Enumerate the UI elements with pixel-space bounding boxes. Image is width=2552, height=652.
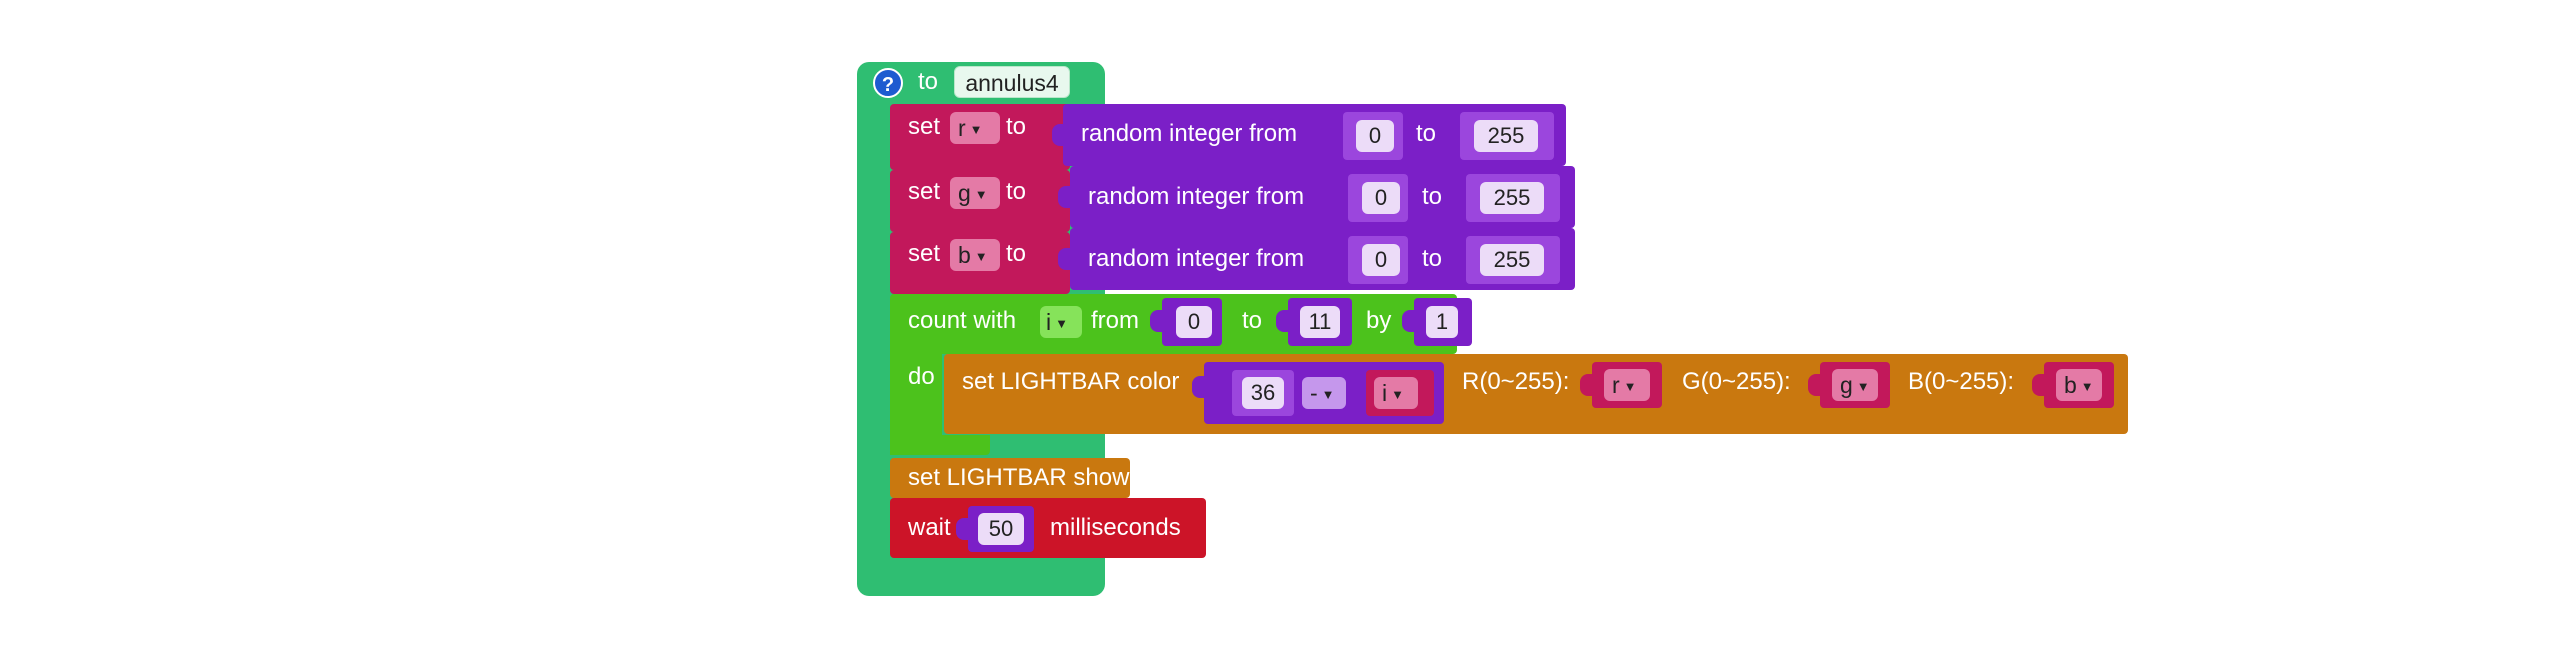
chevron-down-icon: ▼ <box>1055 316 1068 331</box>
random-b-label: random integer from <box>1088 245 1305 272</box>
var-name: i <box>1046 309 1052 335</box>
lightbar-b-label: B(0~255): <box>1908 368 2015 395</box>
count-from-word: from <box>1091 307 1139 334</box>
lightbar-r-var-dropdown[interactable]: r ▼ <box>1604 369 1650 401</box>
random-r-max-value[interactable]: 255 <box>1474 120 1538 152</box>
procedure-keyword: to <box>918 68 939 95</box>
set-r-var-dropdown[interactable]: r ▼ <box>950 112 1000 144</box>
input-notch <box>1808 374 1822 396</box>
set-b-var-dropdown[interactable]: b ▼ <box>950 239 1000 271</box>
chevron-down-icon: ▼ <box>1623 379 1637 394</box>
lightbar-color-block[interactable] <box>944 354 2128 434</box>
wait-label: wait <box>908 514 951 541</box>
count-from-value[interactable]: 0 <box>1176 306 1212 338</box>
input-notch <box>1058 248 1072 270</box>
count-to-value[interactable]: 11 <box>1300 306 1340 338</box>
lightbar-g-label: G(0~255): <box>1682 368 1791 395</box>
input-notch <box>956 518 970 540</box>
random-g-max-value[interactable]: 255 <box>1480 182 1544 214</box>
var-name: g <box>958 180 971 206</box>
random-g-from-value[interactable]: 0 <box>1362 182 1400 214</box>
count-to-word: to <box>1242 307 1263 334</box>
count-by-value[interactable]: 1 <box>1426 306 1458 338</box>
set-b-to: to <box>1006 240 1027 267</box>
chevron-down-icon: ▼ <box>974 187 988 202</box>
count-with-label: count with <box>908 307 1017 334</box>
count-do-word: do <box>908 363 935 390</box>
input-notch <box>1276 310 1290 332</box>
chevron-down-icon: ▼ <box>1856 379 1870 394</box>
count-with-foot <box>890 435 990 455</box>
random-b-from-value[interactable]: 0 <box>1362 244 1400 276</box>
wait-unit: milliseconds <box>1050 514 1181 541</box>
wait-value[interactable]: 50 <box>978 513 1024 545</box>
set-b-label: set <box>908 240 941 267</box>
chevron-down-icon: ▼ <box>969 122 983 137</box>
input-notch <box>1052 124 1066 146</box>
lightbar-g-var-dropdown[interactable]: g ▼ <box>1832 369 1878 401</box>
random-b-max-value[interactable]: 255 <box>1480 244 1544 276</box>
random-r-from-value[interactable]: 0 <box>1356 120 1394 152</box>
var-name: r <box>958 115 966 141</box>
var-name: b <box>958 242 971 268</box>
var-name: b <box>2064 372 2077 398</box>
lightbar-color-label: set LIGHTBAR color <box>962 368 1180 395</box>
count-var-dropdown[interactable]: i ▼ <box>1040 306 1082 338</box>
chevron-down-icon: ▼ <box>1321 387 1335 402</box>
input-notch <box>1058 186 1072 208</box>
set-r-to: to <box>1006 113 1027 140</box>
input-notch <box>2032 374 2046 396</box>
count-by-word: by <box>1366 307 1392 334</box>
set-g-to: to <box>1006 178 1027 205</box>
chevron-down-icon: ▼ <box>1391 387 1404 402</box>
help-icon[interactable]: ? <box>873 68 903 98</box>
minus-left-value[interactable]: 36 <box>1242 377 1284 409</box>
var-name: i <box>1382 380 1388 406</box>
var-name: r <box>1612 372 1620 398</box>
operator-symbol: - <box>1310 380 1318 406</box>
chevron-down-icon: ▼ <box>2080 379 2094 394</box>
input-notch <box>1150 310 1164 332</box>
set-r-label: set <box>908 113 941 140</box>
input-notch <box>1580 374 1594 396</box>
var-name: g <box>1840 372 1853 398</box>
random-b-to-word: to <box>1422 245 1443 272</box>
lightbar-b-var-dropdown[interactable]: b ▼ <box>2056 369 2102 401</box>
random-g-to-word: to <box>1422 183 1443 210</box>
lightbar-r-label: R(0~255): <box>1462 368 1570 395</box>
lightbar-show-label: set LIGHTBAR show <box>908 464 1130 491</box>
lightbar-show-block[interactable] <box>890 458 1130 498</box>
random-r-to-word: to <box>1416 120 1437 147</box>
random-r-label: random integer from <box>1081 120 1298 147</box>
operator-dropdown[interactable]: - ▼ <box>1302 377 1346 409</box>
procedure-name-field[interactable]: annulus4 <box>954 66 1070 98</box>
input-notch <box>1402 310 1416 332</box>
random-g-label: random integer from <box>1088 183 1305 210</box>
minus-right-var-dropdown[interactable]: i ▼ <box>1374 377 1418 409</box>
set-g-var-dropdown[interactable]: g ▼ <box>950 177 1000 209</box>
wait-block[interactable] <box>890 498 1206 558</box>
chevron-down-icon: ▼ <box>974 249 988 264</box>
set-g-label: set <box>908 178 941 205</box>
input-notch <box>1192 376 1206 398</box>
